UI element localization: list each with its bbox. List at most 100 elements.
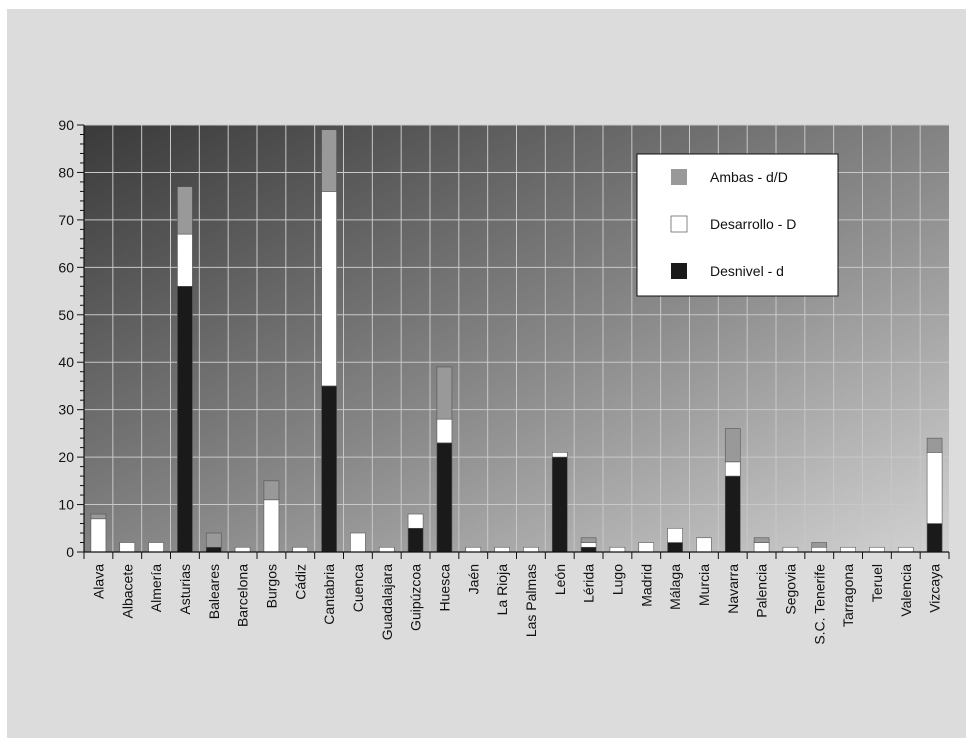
bar-desnivel-d-guipuzcoa [407,527,424,553]
bar-desarrollo-d-madrid [638,542,655,553]
bar-desarrollo-d-huesca [436,418,453,444]
bar-desarrollo-d-asturias [177,233,193,287]
bar-desarrollo-d-lugo [609,546,626,553]
gridlines [84,124,949,552]
bar-desarrollo-d-guadalajara [378,546,395,553]
x-tick-label-burgos: Burgos [263,564,279,608]
x-tick-label-cantabria: Cantabria [321,564,337,625]
legend-label-desnivel-d: Desnivel - d [710,263,784,279]
x-tick-label-asturias: Asturias [177,564,193,615]
y-tick-label: 50 [58,307,74,323]
bar-desnivel-d-cantabria [321,385,337,553]
bar-ambas-d-d-navarra [724,428,741,463]
legend-swatch-desarrollo-d [670,215,688,233]
x-tick-label-jaen: Jaén [465,564,481,594]
bar-desarrollo-d-vizcaya [926,452,943,524]
bar-ambas-d-d-cantabria [321,129,337,192]
bar-ambas-d-d-s-c-tenerife [811,542,828,548]
x-tick-label-madrid: Madrid [638,564,654,607]
bar-desarrollo-d-burgos [263,499,280,553]
axes [77,124,950,559]
bar-desarrollo-d-cantabria [321,191,337,387]
bar-desarrollo-d-navarra [724,461,741,477]
bar-desarrollo-d-malaga [667,527,683,543]
x-tick-label-cuenca: Cuenca [350,564,366,612]
bar-desarrollo-d-murcia [696,537,712,553]
bar-desarrollo-d-lerida [580,542,597,548]
y-tick-label: 80 [58,164,74,180]
bar-ambas-d-d-alava [90,513,107,520]
bar-desarrollo-d-leon [551,452,568,458]
legend-swatch-desnivel-d [671,263,687,279]
bar-desarrollo-d-las-palmas [523,546,539,553]
bar-desarrollo-d-la-rioja [494,546,510,553]
y-tick-labels: 0 10 20 30 40 50 60 70 80 90 [58,117,74,560]
stacked-bar-chart: 0 10 20 30 40 50 60 70 80 90 Alava Albacete Almería… [58,117,950,645]
x-tick-label-tarragona: Tarragona [840,564,856,627]
x-tick-label-cadiz: Cádiz [292,564,308,600]
x-tick-label-baleares: Baleares [206,564,222,619]
bar-desarrollo-d-palencia [753,542,770,553]
bar-desarrollo-d-segovia [782,546,799,553]
bar-desarrollo-d-teruel [869,546,885,553]
bar-desarrollo-d-jaen [465,546,482,553]
y-tick-label: 40 [58,354,74,370]
x-tick-label-almeria: Almería [148,564,164,612]
bar-desarrollo-d-guipuzcoa [407,513,424,529]
x-tick-label-vizcaya: Vizcaya [927,564,943,613]
x-tick-labels: Alava Albacete Almería Asturias Baleares Barc… [90,564,942,645]
x-tick-label-albacete: Albacete [119,564,135,619]
x-tick-label-valencia: Valencia [898,564,914,617]
y-tick-label: 60 [58,259,74,275]
bar-desarrollo-d-barcelona [234,546,251,553]
bar-ambas-d-d-burgos [263,480,280,501]
y-tick-label: 90 [58,117,74,133]
bar-desnivel-d-huesca [436,442,453,553]
legend-swatch-ambas-d-d [671,169,687,185]
x-tick-label-navarra: Navarra [725,564,741,614]
bar-desarrollo-d-s-c-tenerife [811,546,828,553]
x-tick-label-palencia: Palencia [754,564,770,618]
bar-ambas-d-d-asturias [177,186,193,235]
bar-desarrollo-d-albacete [119,542,136,553]
x-tick-label-guipuzcoa: Guipúzcoa [408,564,424,631]
bar-ambas-d-d-baleares [205,532,222,548]
legend-label-desarrollo-d: Desarrollo - D [710,216,796,232]
bar-desarrollo-d-almeria [148,542,164,553]
bar-desnivel-d-navarra [724,475,741,553]
bar-ambas-d-d-huesca [436,366,453,420]
legend-box [636,153,839,297]
bar-ambas-d-d-vizcaya [926,437,943,453]
x-tick-label-leon: León [552,564,568,595]
bar-desnivel-d-lerida [580,546,597,553]
x-tick-label-huesca: Huesca [436,564,452,612]
bar-desnivel-d-asturias [177,286,193,553]
chart-frame: 0 10 20 30 40 50 60 70 80 90 Alava Albacete Almería… [7,9,966,738]
y-tick-label: 20 [58,449,74,465]
bar-desarrollo-d-valencia [897,546,914,553]
bar-desarrollo-d-tarragona [840,546,856,553]
bar-desnivel-d-malaga [667,542,683,553]
bar-desarrollo-d-cadiz [292,546,309,553]
x-tick-label-alava: Alava [90,564,106,599]
bar-ambas-d-d-palencia [753,537,770,543]
bar-ambas-d-d-lerida [580,537,597,543]
x-tick-label-murcia: Murcia [696,564,712,606]
bar-desarrollo-d-alava [90,518,107,553]
x-tick-label-guadalajara: Guadalajara [379,564,395,640]
x-tick-label-lerida: Lérida [581,564,597,603]
x-tick-label-s-c-tenerife: S.C. Tenerife [811,564,827,645]
x-tick-label-segovia: Segovia [782,564,798,615]
y-tick-label: 30 [58,402,74,418]
bars [90,129,943,553]
legend: Ambas - d/D Desarrollo - D Desnivel - d [636,153,839,297]
x-tick-label-barcelona: Barcelona [235,564,251,627]
y-tick-label: 70 [58,212,74,228]
bar-desarrollo-d-cuenca [350,532,366,553]
bar-desnivel-d-vizcaya [926,523,943,553]
bar-desnivel-d-baleares [205,546,222,553]
y-tick-label: 0 [66,544,74,560]
x-tick-label-las-palmas: Las Palmas [523,564,539,637]
legend-label-ambas-d-d: Ambas - d/D [710,169,788,185]
bar-desnivel-d-leon [551,456,568,553]
